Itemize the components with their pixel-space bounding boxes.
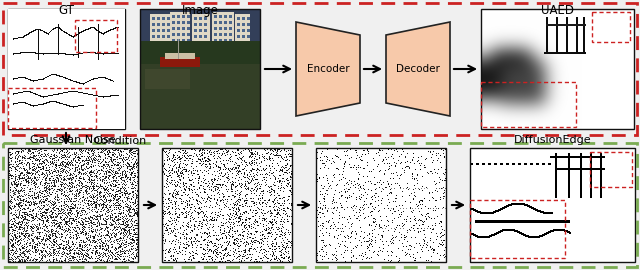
Bar — [8, 148, 138, 262]
Bar — [8, 88, 96, 128]
Text: Decoder: Decoder — [396, 64, 440, 74]
Bar — [3, 143, 637, 267]
Text: UAED: UAED — [541, 4, 574, 17]
Bar — [470, 200, 565, 258]
Text: GT: GT — [58, 4, 74, 17]
Text: DiffusionEdge: DiffusionEdge — [514, 135, 591, 145]
Bar — [8, 9, 125, 129]
Text: Image: Image — [182, 4, 218, 17]
Text: Encoder: Encoder — [307, 64, 349, 74]
Bar — [481, 82, 576, 127]
Text: Gaussian Noise: Gaussian Noise — [30, 135, 116, 145]
Bar — [481, 9, 634, 129]
Bar — [140, 9, 260, 129]
Polygon shape — [386, 22, 450, 116]
Text: Condition: Condition — [93, 136, 147, 146]
Bar — [592, 12, 630, 42]
Bar — [162, 148, 292, 262]
Bar — [470, 148, 635, 262]
Polygon shape — [296, 22, 360, 116]
Bar — [316, 148, 446, 262]
Bar — [75, 20, 117, 52]
Bar — [590, 152, 632, 187]
Bar — [3, 3, 637, 135]
